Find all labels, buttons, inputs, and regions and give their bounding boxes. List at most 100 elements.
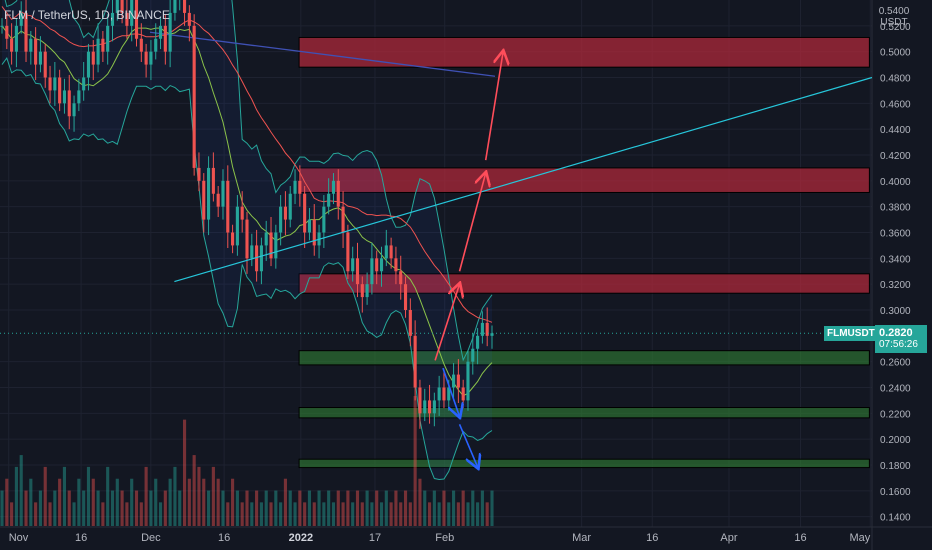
candle xyxy=(490,333,494,336)
candle xyxy=(82,77,86,91)
y-tick-label: 0.3600 xyxy=(880,229,911,240)
volume-bar xyxy=(480,490,484,526)
volume-bar xyxy=(269,502,273,526)
volume-bar xyxy=(163,490,167,526)
y-tick-label: 0.1800 xyxy=(880,461,911,472)
trendline xyxy=(174,76,873,283)
candle xyxy=(130,0,134,26)
volume-bar xyxy=(437,502,441,526)
support-zone xyxy=(298,458,870,469)
volume-bar xyxy=(274,490,278,526)
volume-bar xyxy=(10,502,14,526)
candle xyxy=(134,0,139,39)
candle xyxy=(250,245,254,259)
x-tick-label: 17 xyxy=(369,532,381,544)
x-tick-label: Feb xyxy=(435,532,454,544)
candle xyxy=(264,232,268,246)
resistance-zone xyxy=(298,167,870,193)
x-tick-label: Dec xyxy=(141,532,161,544)
volume-bar xyxy=(106,466,110,526)
projection-arrow-up xyxy=(458,173,486,272)
volume-bar xyxy=(370,502,374,526)
volume-bar xyxy=(134,490,139,526)
y-tick-label: 0.4200 xyxy=(880,151,911,162)
volume-bar xyxy=(34,502,38,526)
volume-bar xyxy=(211,466,215,526)
volume-bar xyxy=(312,502,316,526)
candle xyxy=(360,284,364,298)
candle xyxy=(293,180,297,194)
volume-bar xyxy=(5,478,9,526)
volume-bar xyxy=(336,490,340,526)
candle xyxy=(197,167,201,181)
volume-bar xyxy=(259,502,263,526)
candle xyxy=(476,335,480,349)
y-tick-label: 0.1600 xyxy=(880,487,911,498)
candle xyxy=(67,90,71,117)
volume-bar xyxy=(29,478,33,526)
x-tick-label: 2022 xyxy=(289,532,313,544)
candle xyxy=(351,258,355,272)
volume-bar xyxy=(423,490,427,526)
volume-bar xyxy=(490,490,494,526)
candle xyxy=(163,25,167,52)
volume-bar xyxy=(139,502,143,526)
moving-average-long xyxy=(1,6,493,323)
candle xyxy=(336,180,340,207)
candle xyxy=(346,232,350,272)
volume-bar xyxy=(182,419,187,526)
last-price-badge: 0.2820 07:56:26 xyxy=(875,325,927,353)
y-tick-label: 0.4400 xyxy=(880,125,911,136)
candle xyxy=(38,51,42,65)
candle xyxy=(259,245,263,272)
axis-unit: 0.5400 USDT xyxy=(874,6,914,28)
volume-bar xyxy=(355,490,360,526)
volume-bar xyxy=(293,502,297,526)
volume-bar xyxy=(351,502,355,526)
candle xyxy=(471,348,475,362)
symbol-title: FLM / TetherUS, 1D, BINANCE xyxy=(4,8,170,22)
candle xyxy=(115,0,119,13)
candle xyxy=(255,245,259,272)
candle xyxy=(29,38,33,52)
volume-bar xyxy=(130,478,134,526)
candle xyxy=(365,284,369,298)
y-tick-label: 0.2000 xyxy=(880,435,911,446)
resistance-zone xyxy=(298,273,870,294)
candle xyxy=(48,77,52,91)
volume-bar xyxy=(67,490,71,526)
candle xyxy=(235,206,239,246)
volume-bar xyxy=(91,478,95,526)
candle xyxy=(72,103,76,117)
volume-bar xyxy=(442,490,446,526)
volume-bar xyxy=(360,502,364,526)
volume-bar xyxy=(110,490,115,526)
candle xyxy=(168,12,172,52)
volume-bar xyxy=(399,502,403,526)
candle xyxy=(19,12,23,26)
volume-bar xyxy=(317,490,321,526)
volume-bar xyxy=(471,490,475,526)
volume-bar xyxy=(461,490,465,526)
volume-bar xyxy=(255,490,259,526)
candle xyxy=(187,12,191,26)
volume-bar xyxy=(303,502,307,526)
volume-bar xyxy=(476,502,480,526)
candle xyxy=(312,219,316,246)
volume-bar xyxy=(418,478,422,526)
candle xyxy=(226,180,230,233)
candle xyxy=(110,12,115,26)
candle xyxy=(77,90,81,104)
volume-bar xyxy=(19,455,23,526)
candle xyxy=(379,258,384,272)
candle xyxy=(403,284,408,310)
axis-unit-label: USDT xyxy=(880,17,908,28)
volume-bar xyxy=(178,490,182,526)
y-tick-label: 0.4600 xyxy=(880,99,911,110)
candle xyxy=(125,12,129,26)
x-tick-label: May xyxy=(849,532,870,544)
volume-bar xyxy=(43,466,47,526)
volume-bar xyxy=(221,490,225,526)
candle xyxy=(158,25,163,39)
